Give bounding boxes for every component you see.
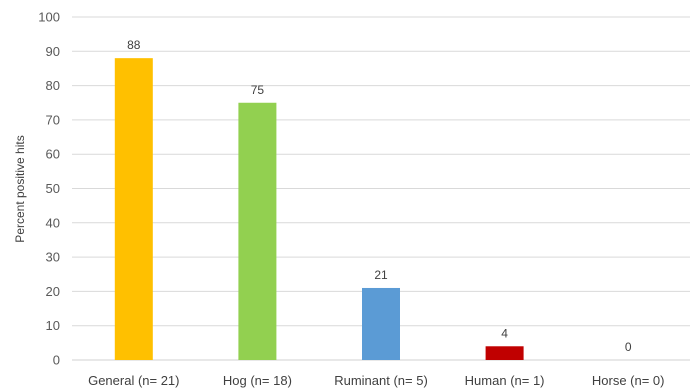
x-category-label: Ruminant (n= 5): [334, 373, 428, 388]
y-tick-label: 80: [46, 78, 60, 93]
y-tick-label: 100: [38, 10, 60, 25]
x-category-label: Horse (n= 0): [592, 373, 665, 388]
x-category-label: General (n= 21): [88, 373, 179, 388]
data-label: 4: [501, 326, 508, 340]
data-labels: 88 75 21 4 0: [127, 38, 632, 354]
bar: [485, 346, 524, 360]
y-tick-label: 20: [46, 284, 60, 299]
bar: [114, 58, 153, 360]
y-tick-label: 10: [46, 318, 60, 333]
y-tick-label: 30: [46, 250, 60, 265]
data-label: 0: [625, 340, 632, 354]
y-axis-title: Percent positive hits: [13, 135, 27, 242]
x-category-label: Human (n= 1): [465, 373, 545, 388]
y-tick-label: 0: [53, 353, 60, 368]
data-label: 88: [127, 38, 141, 52]
y-tick-label: 40: [46, 215, 60, 230]
bar: [238, 102, 277, 360]
y-axis-ticks: 0 10 20 30 40 50 60 70 80 90 100: [38, 10, 60, 368]
x-axis-categories: General (n= 21) Hog (n= 18) Ruminant (n= 5…: [88, 373, 664, 388]
y-tick-label: 70: [46, 112, 60, 127]
y-tick-label: 60: [46, 147, 60, 162]
bar: [362, 287, 400, 360]
gridlines: [72, 16, 690, 361]
x-category-label: Hog (n= 18): [223, 373, 292, 388]
y-tick-label: 90: [46, 44, 60, 59]
data-label: 75: [251, 83, 265, 97]
y-tick-label: 50: [46, 181, 60, 196]
data-label: 21: [374, 268, 388, 282]
bars: [114, 58, 524, 360]
